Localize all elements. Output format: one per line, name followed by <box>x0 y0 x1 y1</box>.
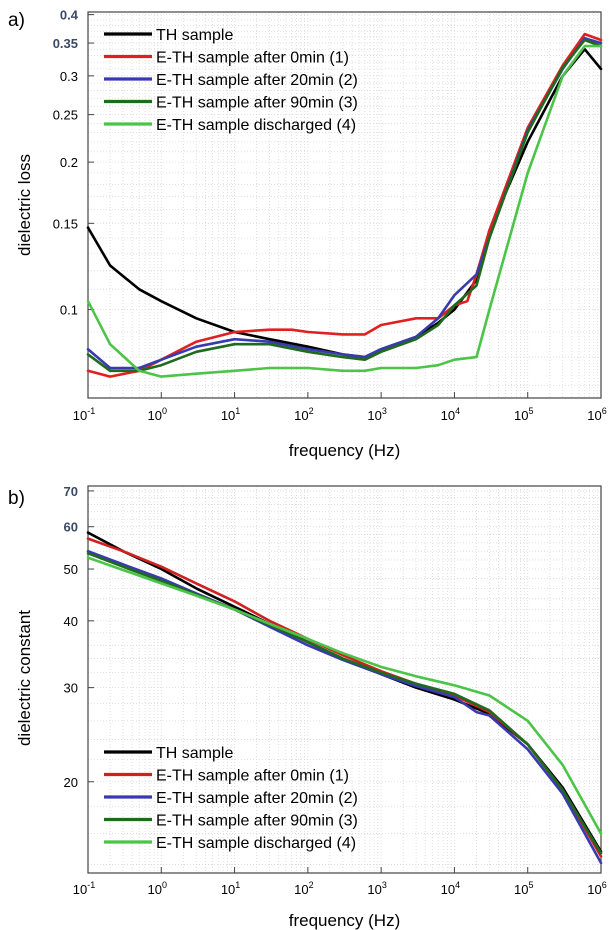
legend: TH sample E-TH sample after 0min (1) E-TH … <box>104 27 358 134</box>
legend-label: E-TH sample discharged (4) <box>156 117 356 134</box>
legend-label: E-TH sample discharged (4) <box>156 835 356 852</box>
x-tick-label: 101 <box>221 406 240 423</box>
y-tick-label: 0.1 <box>60 303 78 318</box>
x-tick-label: 102 <box>294 406 313 423</box>
x-tick-label: 104 <box>441 880 460 897</box>
x-tick-label: 101 <box>221 880 240 897</box>
y-tick-label: 0.25 <box>53 108 78 123</box>
y-tick-label: 30 <box>64 681 78 696</box>
x-tick-label: 100 <box>148 880 167 897</box>
panel-b-chart: b) 10-1 100 101 102 103 104 105 106 20 30 40 50 60 70… <box>8 484 607 930</box>
series-line <box>86 537 603 858</box>
plot-frame <box>87 485 602 874</box>
x-tick-label: 106 <box>587 880 606 897</box>
series-line <box>86 44 603 378</box>
series-line <box>86 556 603 835</box>
x-axis-title: frequency (Hz) <box>289 911 400 930</box>
y-tick-label-top: 0.4 <box>60 8 79 23</box>
legend-label: TH sample <box>156 27 233 44</box>
x-tick-label: 10-1 <box>73 880 95 897</box>
x-tick-label: 103 <box>367 406 386 423</box>
x-tick-label: 105 <box>514 406 533 423</box>
plot-frame <box>87 11 602 399</box>
series-line <box>86 552 603 855</box>
x-axis-title: frequency (Hz) <box>289 441 400 460</box>
series-line <box>86 549 603 865</box>
series-lines <box>86 531 603 865</box>
x-tick-label: 105 <box>514 880 533 897</box>
legend-label: E-TH sample after 90min (3) <box>156 813 358 830</box>
y-tick-label: 0.2 <box>60 155 78 170</box>
legend-label: E-TH sample after 20min (2) <box>156 72 358 89</box>
legend-label: E-TH sample after 0min (1) <box>156 50 349 67</box>
y-tick-label-top: 70 <box>64 484 78 499</box>
y-tick-label-top: 60 <box>64 520 78 535</box>
gridlines <box>87 12 602 398</box>
series-line <box>86 32 603 378</box>
legend-label: E-TH sample after 20min (2) <box>156 790 358 807</box>
x-tick-label: 104 <box>441 406 460 423</box>
series-lines <box>86 32 603 378</box>
legend-label: E-TH sample after 90min (3) <box>156 95 358 112</box>
y-tick-label-top: 0.35 <box>53 36 78 51</box>
legend: TH sample E-TH sample after 0min (1) E-TH … <box>104 745 358 852</box>
legend-label: TH sample <box>156 745 233 762</box>
panel-a-chart: a) 10-1 100 101 102 103 104 105 106 0.1 0.15 0.2 0.… <box>8 8 607 460</box>
y-tick-label: 0.3 <box>60 69 78 84</box>
x-tick-label: 10-1 <box>73 406 95 423</box>
series-line <box>86 38 603 373</box>
y-tick-label: 50 <box>64 562 78 577</box>
y-axis-title: dielectric constant <box>15 610 34 746</box>
y-tick-label: 0.15 <box>53 216 78 231</box>
x-tick-label: 100 <box>148 406 167 423</box>
y-tick-label: 40 <box>64 614 78 629</box>
y-tick-label: 20 <box>64 775 78 790</box>
panel-b-label: b) <box>8 488 25 509</box>
panel-a-label: a) <box>8 10 25 31</box>
legend-label: E-TH sample after 0min (1) <box>156 768 349 785</box>
x-tick-label: 103 <box>367 880 386 897</box>
y-axis-title: dielectric loss <box>15 154 34 256</box>
x-tick-label: 102 <box>294 880 313 897</box>
x-tick-label: 106 <box>587 406 606 423</box>
